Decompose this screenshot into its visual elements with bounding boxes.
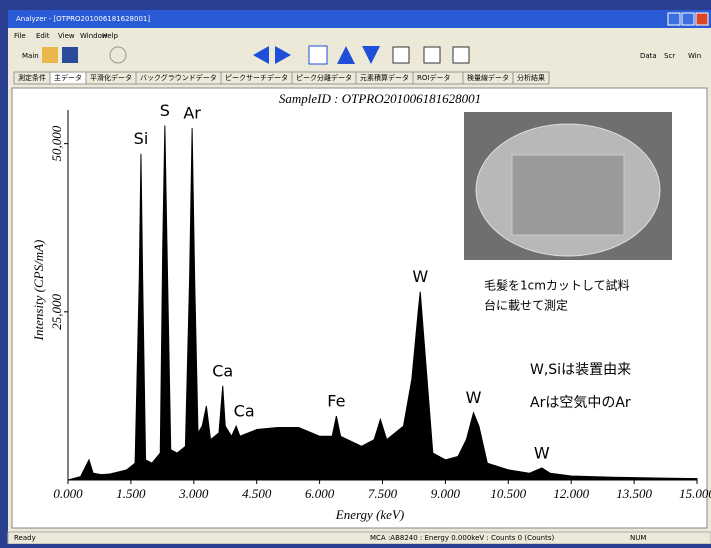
x-tick-label: 1.500 xyxy=(116,486,146,501)
menu-item[interactable]: Edit xyxy=(36,32,50,40)
print-icon[interactable] xyxy=(424,47,440,63)
status-bar xyxy=(8,532,711,544)
window-icon[interactable] xyxy=(393,47,409,63)
toolbar-button[interactable]: Data xyxy=(640,52,657,60)
x-tick-label: 12.000 xyxy=(553,486,589,501)
toolbar-button[interactable]: Scr xyxy=(664,52,675,60)
peak-label: W xyxy=(412,267,428,286)
x-tick-label: 15.000 xyxy=(679,486,711,501)
peak-label: Si xyxy=(134,129,149,148)
x-tick-label: 3.000 xyxy=(178,486,209,501)
x-tick-label: 7.500 xyxy=(368,486,398,501)
status-text: NUM xyxy=(630,534,646,542)
x-tick-label: 10.500 xyxy=(490,486,526,501)
frame-icon[interactable] xyxy=(453,47,469,63)
peak-label: S xyxy=(160,101,170,120)
peak-label: W xyxy=(534,443,550,462)
tab-label[interactable]: 主データ xyxy=(54,73,82,82)
tab-label[interactable]: 検量線データ xyxy=(467,73,509,82)
save-icon[interactable] xyxy=(62,47,78,63)
peak-label: Ca xyxy=(234,402,255,421)
screen: Analyzer - [OTPRO201006181628001] Main 毛… xyxy=(0,0,711,544)
minimize-button[interactable] xyxy=(668,13,680,25)
open-icon[interactable] xyxy=(42,47,58,63)
maximize-button[interactable] xyxy=(682,13,694,25)
tab-label[interactable]: ピークサーチデータ xyxy=(225,73,288,82)
toolbar-button[interactable]: Win xyxy=(688,52,701,60)
window-title: Analyzer - [OTPRO201006181628001] xyxy=(16,15,150,23)
annotation: Arは空気中のAr xyxy=(530,395,631,411)
peak-label: Fe xyxy=(327,392,345,411)
tab-label[interactable]: 測定条件 xyxy=(18,73,46,82)
x-tick-label: 4.500 xyxy=(242,486,272,501)
marker-icon[interactable] xyxy=(309,46,327,64)
peak-label: Ca xyxy=(212,361,233,380)
x-tick-label: 13.500 xyxy=(616,486,652,501)
annotation: W,Siは装置由来 xyxy=(530,362,631,378)
y-tick-label: 50,000 xyxy=(49,125,64,161)
status-text: Ready xyxy=(14,534,36,542)
peak-label: Ar xyxy=(183,104,201,123)
photo-inset xyxy=(464,112,672,260)
menu-item[interactable]: View xyxy=(58,32,75,40)
tab-label[interactable]: 平滑化データ xyxy=(90,73,132,82)
y-tick-label: 25,000 xyxy=(49,293,64,329)
chart-title: SampleID : OTPRO201006181628001 xyxy=(279,91,481,106)
tab-label[interactable]: 元素積算データ xyxy=(360,73,409,82)
y-axis-label: Intensity (CPS/mA) xyxy=(31,240,46,342)
tab-label[interactable]: バックグラウンドデータ xyxy=(140,73,217,82)
sample-plate xyxy=(512,155,624,235)
annotation: 台に載せて測定 xyxy=(484,298,568,313)
status-text: MCA :AB8240 : Energy 0.000keV : Counts 0… xyxy=(370,534,554,542)
x-axis-label: Energy (keV) xyxy=(335,507,404,522)
x-tick-label: 0.000 xyxy=(53,486,83,501)
annotation: 毛髪を1cmカットして試料 xyxy=(484,278,630,293)
tab-label[interactable]: ROIデータ xyxy=(417,73,450,82)
menu-item[interactable]: Help xyxy=(102,32,119,40)
x-tick-label: 9.000 xyxy=(431,486,461,501)
toolbar-button[interactable]: Main xyxy=(22,52,39,60)
tab-label[interactable]: 分析結果 xyxy=(517,73,545,82)
close-button[interactable] xyxy=(696,13,708,25)
tab-label[interactable]: ピーク分離データ xyxy=(296,73,352,82)
page: Analyzer - [OTPRO201006181628001] Main 毛… xyxy=(0,0,711,544)
peak-label: W xyxy=(466,388,482,407)
menu-item[interactable]: File xyxy=(14,32,26,40)
x-tick-label: 6.000 xyxy=(305,486,335,501)
